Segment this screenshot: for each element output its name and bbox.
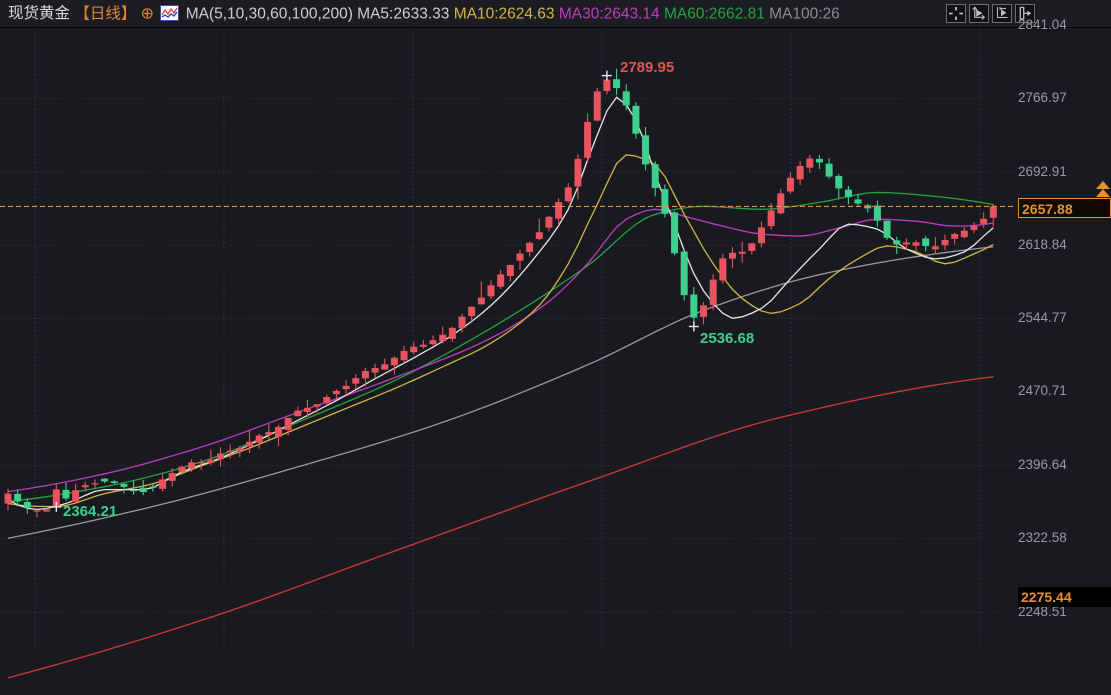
svg-text:2364.21: 2364.21 [63,503,117,520]
svg-text:2536.68: 2536.68 [700,330,754,347]
svg-text:2789.95: 2789.95 [620,59,674,76]
